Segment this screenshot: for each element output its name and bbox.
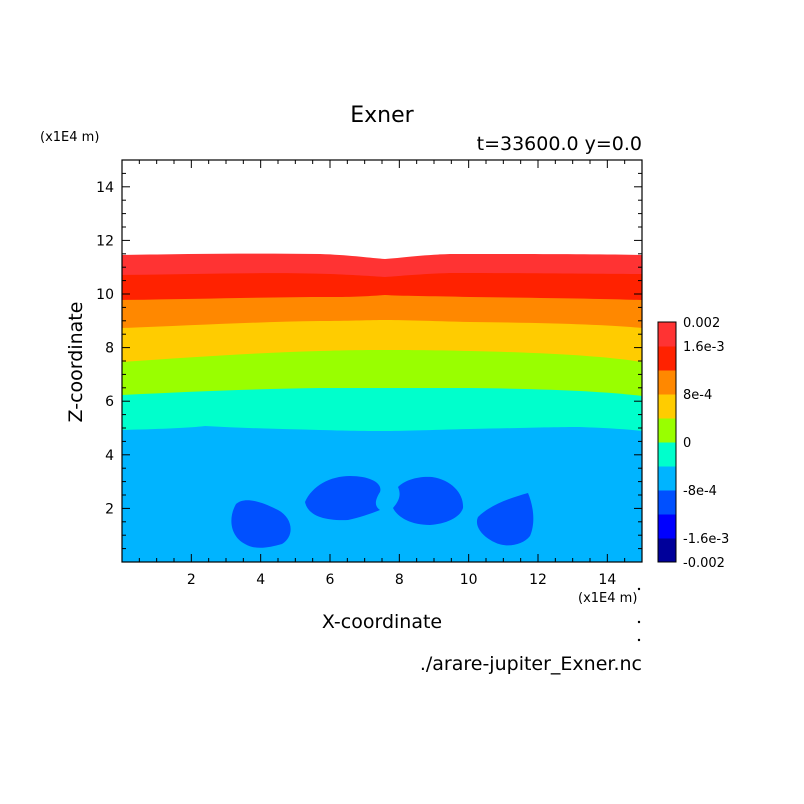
x-unit-label: (x1E4 m) [578,591,637,606]
colorbar-swatch [658,418,676,443]
y-tick-label: 10 [96,287,114,303]
y-axis-label: Z-coordinate [65,302,87,423]
y-unit-label: (x1E4 m) [40,130,99,145]
x-tick-label: 12 [529,572,547,588]
colorbar-swatch [658,370,676,395]
x-tick-label: 10 [460,572,478,588]
colorbar-swatch [658,346,676,371]
colorbar-labels: 0.002 1.6e-3 8e-4 0 -8e-4 -1.6e-3 -0.002 [683,316,729,571]
colorbar-label: -8e-4 [683,484,717,499]
colorbar-swatch [658,394,676,419]
colorbar-swatch [658,322,676,347]
colorbar-swatch [658,538,676,563]
y-tick-label: 2 [105,501,114,517]
colorbar-label: 0.002 [683,316,720,331]
source-file-label: ./arare-jupiter_Exner.nc [420,653,642,675]
axis-ticks: 2 4 6 8 10 12 14 2 4 6 8 10 12 14 [96,160,642,588]
band-minus-8e-4-to-minus-4e-4 [122,426,642,562]
colorbar-swatches [658,322,676,563]
colorbar-frame [657,321,677,563]
colorbar-label: 8e-4 [683,388,712,403]
x-tick-label: 2 [187,572,196,588]
blob-left [231,500,291,548]
x-tick-label: 4 [256,572,265,588]
y-tick-label: 8 [105,341,114,357]
colorbar-swatch [658,442,676,467]
chart-title: Exner [350,103,414,128]
x-axis-label: X-coordinate [322,611,442,633]
colorbar-swatch [658,466,676,491]
marker-dot [637,620,641,624]
colorbar-label: -0.002 [683,556,725,571]
y-tick-label: 6 [105,394,114,410]
chart-subtitle: t=33600.0 y=0.0 [477,133,642,155]
y-tick-label: 12 [96,233,114,249]
colorbar-label: 1.6e-3 [683,340,725,355]
x-tick-label: 6 [326,572,335,588]
colorbar: 0.002 1.6e-3 8e-4 0 -8e-4 -1.6e-3 -0.002 [657,316,729,571]
blob-center-left [305,476,381,521]
marker-dot [637,587,641,591]
marker-dot [637,638,641,642]
colorbar-label: -1.6e-3 [683,532,729,547]
contour-plot-area: 2 4 6 8 10 12 14 2 4 6 8 10 12 14 [96,159,643,588]
colorbar-swatch [658,514,676,539]
blob-center-right [393,476,464,525]
colorbar-label: 0 [683,436,691,451]
colorbar-swatch [658,490,676,515]
blob-right [476,493,534,546]
x-tick-label: 14 [598,572,616,588]
y-tick-label: 14 [96,180,114,196]
y-tick-label: 4 [105,448,114,464]
x-tick-label: 8 [395,572,404,588]
